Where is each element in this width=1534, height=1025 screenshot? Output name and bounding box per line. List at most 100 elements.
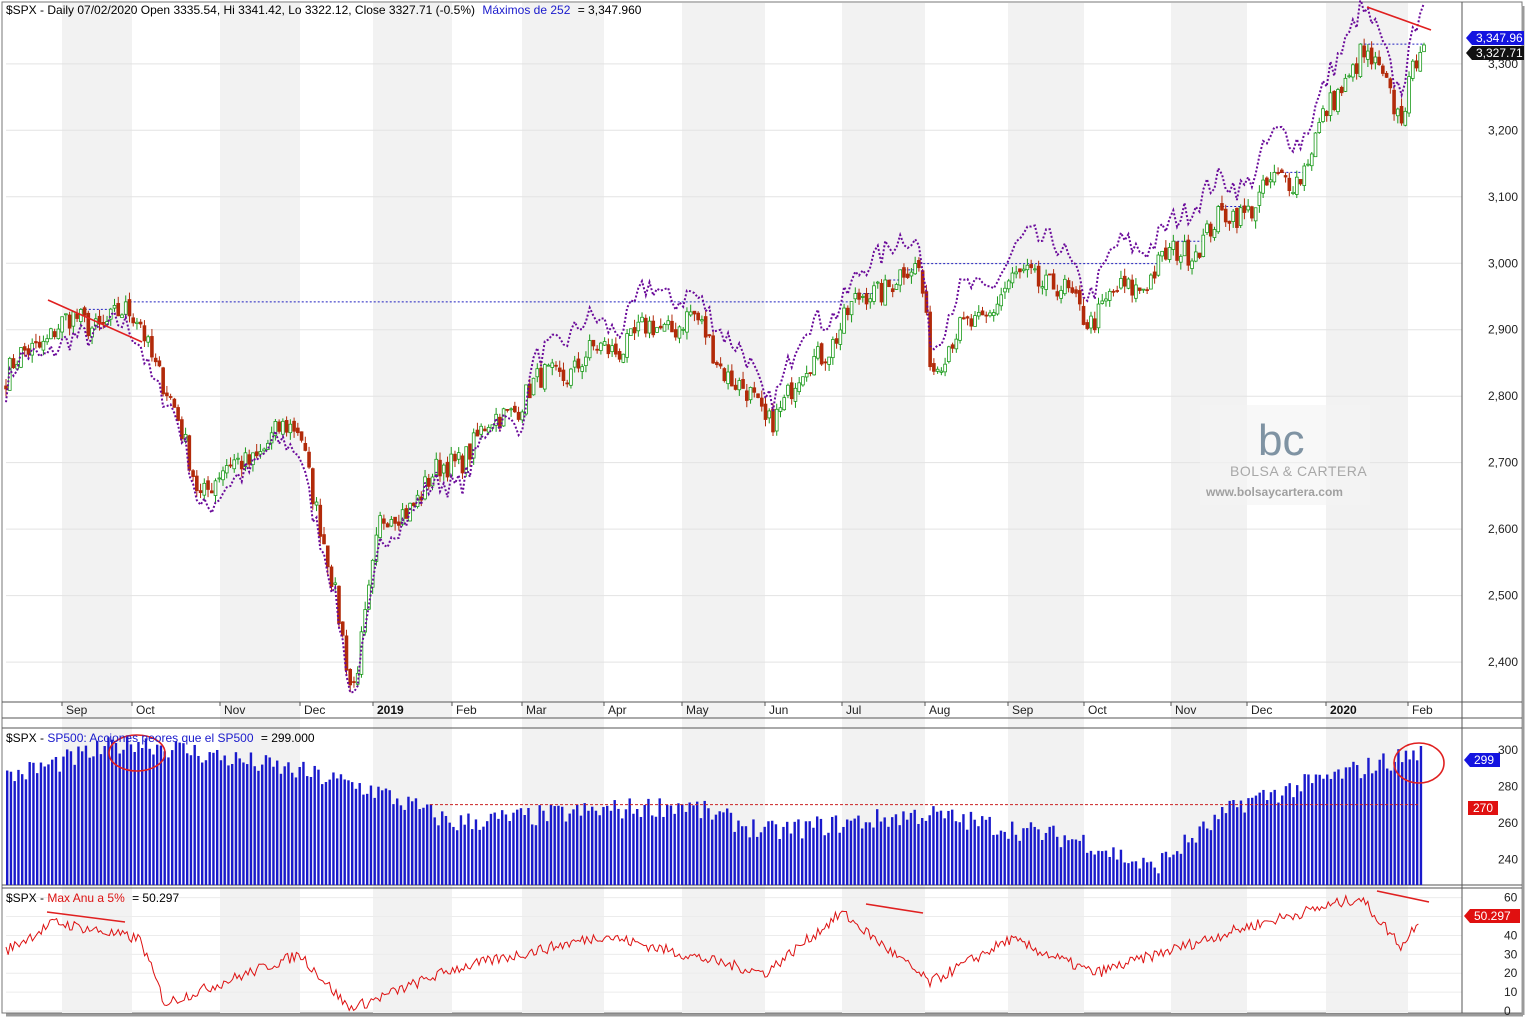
breadth-bar xyxy=(129,744,133,885)
candle-body xyxy=(696,312,700,321)
breadth-bar xyxy=(1063,835,1066,885)
candle-body xyxy=(232,459,237,470)
breadth-bar xyxy=(486,821,489,885)
candle-body xyxy=(202,482,207,496)
candle-body xyxy=(681,328,685,331)
breadth-bar xyxy=(246,764,249,885)
breadth-bar xyxy=(204,760,208,885)
breadth-bar xyxy=(654,816,658,885)
candle-body xyxy=(292,420,296,432)
breadth-bar xyxy=(1397,749,1400,885)
breadth-bar xyxy=(444,815,448,885)
price-tick: 3,100 xyxy=(1488,190,1518,204)
breadth-bar xyxy=(441,811,444,885)
watermark-logo: bc xyxy=(1258,416,1304,465)
breadth-bar xyxy=(1022,828,1025,885)
breadth-bar xyxy=(103,746,106,885)
breadth-bar xyxy=(857,815,860,885)
breadth-bar xyxy=(1307,774,1310,885)
candle-body xyxy=(426,477,431,487)
breadth-bar xyxy=(463,824,466,885)
breadth-bar xyxy=(1101,851,1104,885)
candle-body xyxy=(1306,163,1310,166)
breadth-bar xyxy=(519,808,523,885)
candle-body xyxy=(849,301,854,316)
breadth-bar xyxy=(1337,769,1340,885)
candle-body xyxy=(1410,60,1415,79)
candle-body xyxy=(1156,254,1161,276)
month-label: 2019 xyxy=(377,703,404,717)
breadth-bar xyxy=(1224,813,1228,885)
breadth-line xyxy=(5,0,1425,694)
breadth-bar xyxy=(924,820,928,885)
breadth-bar xyxy=(576,804,579,885)
breadth-bar xyxy=(939,810,943,885)
breadth-bar xyxy=(527,807,530,885)
breadth-bar xyxy=(43,766,46,885)
candle-body xyxy=(1220,203,1224,211)
breadth-bar xyxy=(1127,863,1130,885)
breadth-bar xyxy=(238,758,241,885)
candle-body xyxy=(52,331,57,338)
breadth-bar xyxy=(1123,862,1126,885)
breadth-bar xyxy=(84,745,88,885)
breadth-bar xyxy=(1164,851,1168,885)
breadth-bar xyxy=(606,805,609,885)
breadth-bar xyxy=(864,822,868,885)
candle-body xyxy=(591,339,596,347)
breadth-bar xyxy=(868,822,871,885)
month-label: May xyxy=(686,703,709,717)
candle-body xyxy=(902,267,906,278)
candle-body xyxy=(165,392,169,397)
breadth-bar xyxy=(621,818,624,885)
breadth-bar xyxy=(992,834,995,885)
candle-body xyxy=(112,305,117,309)
candle-body xyxy=(157,360,162,367)
breadth-bar xyxy=(1266,800,1269,885)
breadth-bar xyxy=(137,741,140,885)
breadth-bar xyxy=(471,829,474,885)
breadth-bar xyxy=(658,798,661,885)
breadth-bar xyxy=(343,779,346,885)
candle-body xyxy=(1351,64,1355,78)
candle-body xyxy=(1126,278,1131,289)
candle-body xyxy=(4,385,8,390)
breadth-bar xyxy=(966,829,969,885)
trendline-dd-2019 xyxy=(865,903,924,914)
candle-body xyxy=(831,339,835,359)
month-label: Dec xyxy=(304,703,325,717)
breadth-bar xyxy=(714,814,718,885)
price-tick: 3,200 xyxy=(1488,123,1518,137)
candle-body xyxy=(71,311,76,327)
breadth-bar xyxy=(152,754,155,885)
candle-body xyxy=(26,348,31,355)
candle-body xyxy=(236,457,240,460)
breadth-bar xyxy=(898,825,901,885)
breadth-bar xyxy=(1026,828,1029,885)
candle-body xyxy=(434,458,439,475)
candle-body xyxy=(954,338,959,350)
candle-body xyxy=(879,282,884,303)
candle-body xyxy=(1025,264,1030,271)
month-label: Feb xyxy=(1412,703,1433,717)
breadth-bar xyxy=(853,818,856,885)
breadth-bar xyxy=(1176,851,1179,885)
candle-body xyxy=(1328,92,1333,116)
breadth-bar xyxy=(1401,762,1404,885)
breadth-bar xyxy=(114,743,118,885)
candle-body xyxy=(875,281,880,284)
candle-body xyxy=(1104,298,1108,302)
breadth-bar xyxy=(17,769,20,885)
candle-body xyxy=(1055,291,1060,297)
candle-body xyxy=(195,475,199,491)
breadth-bar xyxy=(1299,791,1303,885)
candle-body xyxy=(206,480,210,490)
breadth-bar xyxy=(636,809,639,885)
breadth-bar xyxy=(111,739,114,885)
candle-body xyxy=(629,328,633,337)
breadth-bar xyxy=(171,750,174,885)
candle-body xyxy=(1366,50,1370,60)
breadth-bar xyxy=(366,793,369,885)
breadth-bar xyxy=(1352,761,1355,885)
candle-body xyxy=(1134,284,1138,299)
